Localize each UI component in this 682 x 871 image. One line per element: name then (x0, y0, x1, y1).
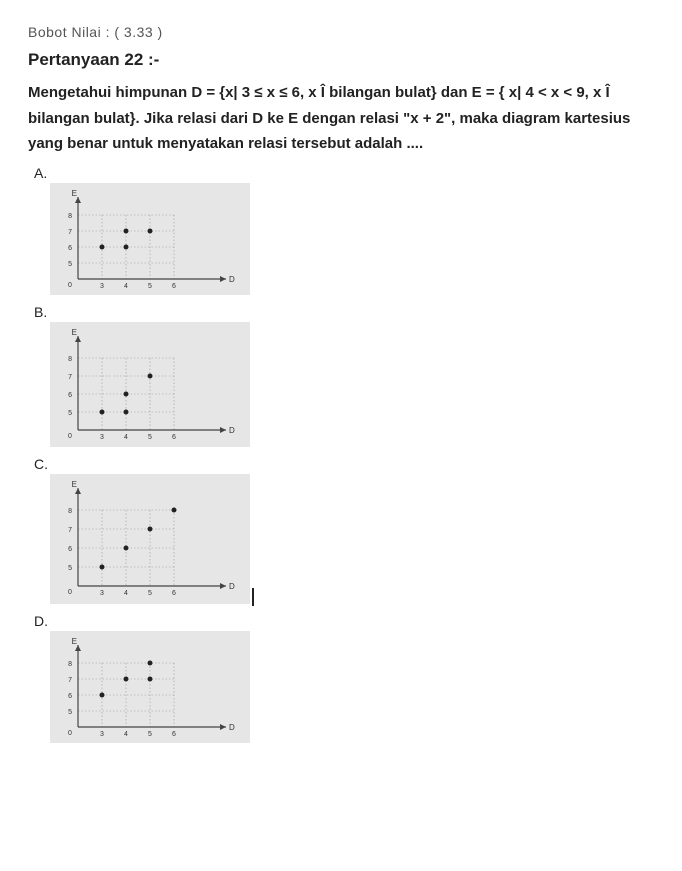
svg-text:0: 0 (68, 433, 72, 440)
option-D-label: D. (34, 613, 654, 629)
svg-text:0: 0 (68, 282, 72, 289)
svg-text:3: 3 (100, 731, 104, 738)
option-A-chart: 0 3 4 5 6 5 6 7 8 E D (50, 183, 250, 295)
text-cursor (252, 588, 254, 606)
svg-text:6: 6 (172, 731, 176, 738)
svg-text:8: 8 (68, 661, 72, 668)
weight-label: Bobot Nilai : ( 3.33 ) (28, 24, 654, 40)
svg-text:4: 4 (124, 434, 128, 441)
svg-text:7: 7 (68, 677, 72, 684)
svg-text:6: 6 (68, 245, 72, 252)
svg-text:E: E (72, 328, 77, 337)
svg-text:3: 3 (100, 283, 104, 290)
svg-text:5: 5 (68, 261, 72, 268)
option-B-label: B. (34, 304, 654, 320)
svg-text:7: 7 (68, 229, 72, 236)
svg-text:D: D (229, 275, 235, 284)
svg-text:6: 6 (172, 283, 176, 290)
svg-text:E: E (72, 480, 77, 489)
svg-text:3: 3 (100, 590, 104, 597)
svg-text:5: 5 (68, 709, 72, 716)
svg-text:8: 8 (68, 356, 72, 363)
svg-text:7: 7 (68, 374, 72, 381)
svg-text:D: D (229, 426, 235, 435)
question-number: Pertanyaan 22 :- (28, 50, 654, 70)
option-C-chart: 0 3 4 5 6 5 6 7 8 E D (50, 474, 250, 604)
svg-text:4: 4 (124, 283, 128, 290)
option-A[interactable]: A. 0 3 4 5 6 5 6 7 8 E D (34, 165, 654, 300)
svg-text:E: E (72, 637, 77, 646)
svg-text:6: 6 (172, 590, 176, 597)
svg-text:3: 3 (100, 434, 104, 441)
svg-text:6: 6 (68, 693, 72, 700)
option-C-label: C. (34, 456, 654, 472)
svg-text:5: 5 (148, 731, 152, 738)
svg-text:5: 5 (148, 434, 152, 441)
option-B-chart: 0 3 4 5 6 5 6 7 8 E D (50, 322, 250, 447)
svg-text:6: 6 (68, 546, 72, 553)
svg-text:D: D (229, 723, 235, 732)
question-text: Mengetahui himpunan D = {x| 3 ≤ x ≤ 6, x… (28, 80, 648, 157)
svg-text:5: 5 (68, 410, 72, 417)
svg-text:5: 5 (148, 590, 152, 597)
option-B[interactable]: B. 0 3 4 5 6 5 6 7 8 E D (34, 304, 654, 452)
option-C[interactable]: C. 0 3 4 5 6 5 6 7 8 E D (34, 456, 654, 609)
svg-text:4: 4 (124, 731, 128, 738)
options-container: A. 0 3 4 5 6 5 6 7 8 E D B. 0 3 4 5 6 5 6 7 8 E D C. 0 3 4 5 6 5 6… (28, 165, 654, 748)
svg-text:D: D (229, 582, 235, 591)
svg-text:8: 8 (68, 213, 72, 220)
svg-text:E: E (72, 189, 77, 198)
svg-text:5: 5 (68, 565, 72, 572)
option-D-chart: 0 3 4 5 6 5 6 7 8 E D (50, 631, 250, 743)
svg-text:6: 6 (68, 392, 72, 399)
svg-text:0: 0 (68, 730, 72, 737)
svg-text:4: 4 (124, 590, 128, 597)
svg-text:5: 5 (148, 283, 152, 290)
svg-text:6: 6 (172, 434, 176, 441)
option-D[interactable]: D. 0 3 4 5 6 5 6 7 8 E D (34, 613, 654, 748)
svg-text:8: 8 (68, 508, 72, 515)
svg-text:7: 7 (68, 527, 72, 534)
svg-text:0: 0 (68, 589, 72, 596)
option-A-label: A. (34, 165, 654, 181)
